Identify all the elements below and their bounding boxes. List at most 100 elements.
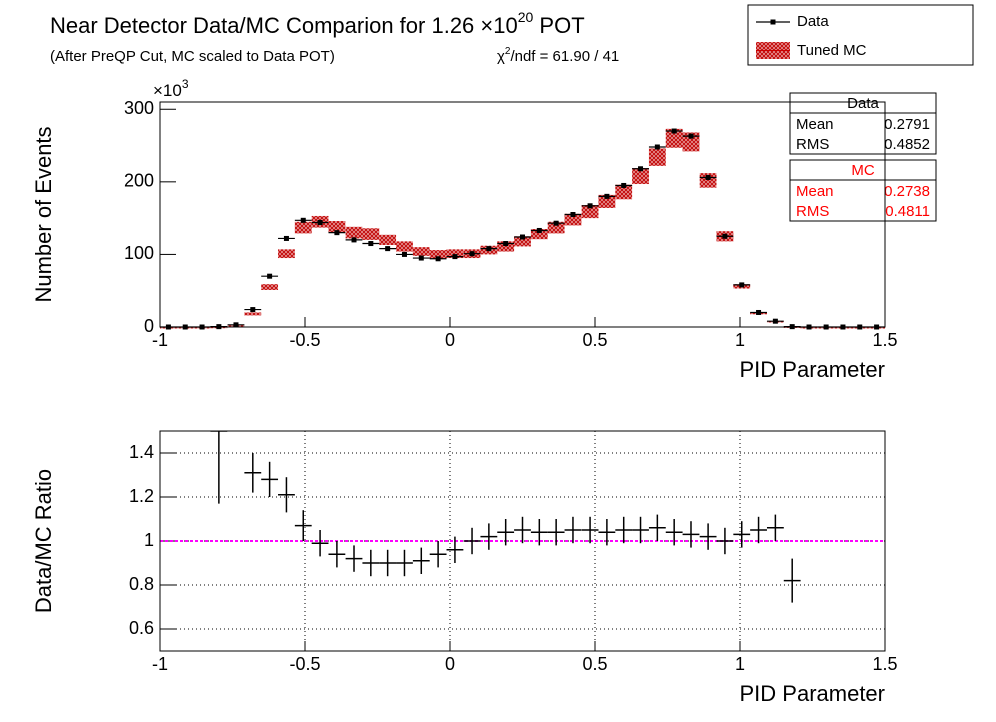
mc-box xyxy=(429,250,447,259)
mc-box xyxy=(497,241,515,252)
y-tick-label: 0.8 xyxy=(129,574,154,594)
mc-box xyxy=(598,194,616,208)
x-tick-label: 0.5 xyxy=(582,654,607,674)
legend-label: Tuned MC xyxy=(797,42,867,59)
mc-box xyxy=(615,184,633,200)
mc-box xyxy=(514,236,531,247)
data-point xyxy=(283,235,289,241)
mc-box xyxy=(564,213,582,226)
stats-value: 0.2738 xyxy=(884,183,930,200)
y-tick-label: 1.4 xyxy=(129,442,154,462)
chi2-text: χ xyxy=(497,48,505,65)
data-point xyxy=(401,251,407,257)
data-point xyxy=(671,128,677,134)
x-tick-label: 1.5 xyxy=(872,330,897,350)
stats-key: RMS xyxy=(796,136,829,153)
data-point xyxy=(553,220,559,226)
data-point xyxy=(621,182,627,188)
stats-key: Mean xyxy=(796,116,834,133)
data-point xyxy=(654,144,660,150)
mult-sup: 3 xyxy=(182,77,189,91)
data-point xyxy=(435,256,441,262)
data-point xyxy=(520,234,525,240)
mult-text: ×10 xyxy=(153,81,182,100)
data-point xyxy=(250,307,256,313)
stats-title: Data xyxy=(847,95,879,112)
mc-box xyxy=(699,173,717,188)
title-text: POT xyxy=(533,13,584,38)
mc-box xyxy=(261,284,279,290)
mc-box xyxy=(345,226,363,239)
data-point xyxy=(503,241,509,247)
x-tick-label: 1 xyxy=(735,654,745,674)
mc-box xyxy=(665,128,683,148)
y-tick-label: 0.6 xyxy=(129,618,154,638)
x-tick-label: -1 xyxy=(152,330,168,350)
y-tick-label: 200 xyxy=(124,171,154,191)
mc-box xyxy=(581,205,599,219)
stats-key: RMS xyxy=(796,203,829,220)
chi2: χ2/ndf = 61.90 / 41 xyxy=(497,46,619,65)
chart-title: Near Detector Data/MC Comparion for 1.26… xyxy=(50,9,585,38)
data-point xyxy=(334,230,340,236)
mc-box xyxy=(682,132,700,152)
x-axis-title: PID Parameter xyxy=(740,681,886,706)
data-point xyxy=(233,322,239,328)
x-tick-label: 0.5 xyxy=(582,330,607,350)
legend-label: Data xyxy=(797,13,829,30)
y-tick-label: 1.2 xyxy=(129,486,154,506)
x-tick-label: -0.5 xyxy=(289,654,320,674)
x-tick-label: 0 xyxy=(445,654,455,674)
stats-value: 0.2791 xyxy=(884,116,930,133)
x-tick-label: 0 xyxy=(445,330,455,350)
stats-value: 0.4811 xyxy=(885,203,930,220)
data-point xyxy=(368,241,374,247)
data-point xyxy=(688,133,694,139)
data-point xyxy=(739,282,745,288)
mc-box xyxy=(278,249,295,259)
data-point xyxy=(317,219,323,225)
data-point xyxy=(570,212,576,217)
mc-box xyxy=(412,247,430,256)
y-tick-label: 100 xyxy=(124,243,154,263)
x-axis-title: PID Parameter xyxy=(740,357,886,382)
y-tick-label: 0 xyxy=(144,316,154,336)
chi2-sup: 2 xyxy=(505,46,511,57)
plot-frame xyxy=(159,101,886,328)
mc-box xyxy=(362,228,380,240)
data-point xyxy=(267,273,273,279)
mc-box xyxy=(244,312,262,316)
y-tick-label: 300 xyxy=(124,98,154,118)
mc-box xyxy=(648,148,666,166)
mc-box xyxy=(379,234,397,245)
title-text: Near Detector Data/MC Comparion for 1.26… xyxy=(50,13,518,38)
data-point xyxy=(486,246,492,252)
data-point xyxy=(351,237,357,243)
data-point xyxy=(772,318,778,324)
data-point xyxy=(300,217,306,223)
x-tick-label: 1 xyxy=(735,330,745,350)
y-tick-label: 1 xyxy=(144,530,154,550)
data-point xyxy=(536,227,542,233)
legend-marker xyxy=(770,19,776,25)
data-point xyxy=(587,203,593,209)
data-point xyxy=(638,166,644,172)
data-point xyxy=(604,193,610,199)
mc-box xyxy=(446,249,464,259)
data-point xyxy=(756,309,762,315)
x-tick-label: -1 xyxy=(152,654,168,674)
x-tick-label: -0.5 xyxy=(289,330,320,350)
data-point xyxy=(452,254,458,260)
mc-box xyxy=(547,221,565,234)
stats-title: MC xyxy=(851,162,874,179)
x-tick-label: 1.5 xyxy=(872,654,897,674)
data-point xyxy=(385,246,391,252)
mc-box xyxy=(328,221,346,233)
mc-box xyxy=(632,168,649,185)
mc-box xyxy=(294,221,312,234)
subtitle: (After PreQP Cut, MC scaled to Data POT) xyxy=(50,48,335,65)
y-multiplier: ×103 xyxy=(153,77,189,100)
stats-value: 0.4852 xyxy=(884,136,930,153)
stats-box xyxy=(789,92,937,155)
